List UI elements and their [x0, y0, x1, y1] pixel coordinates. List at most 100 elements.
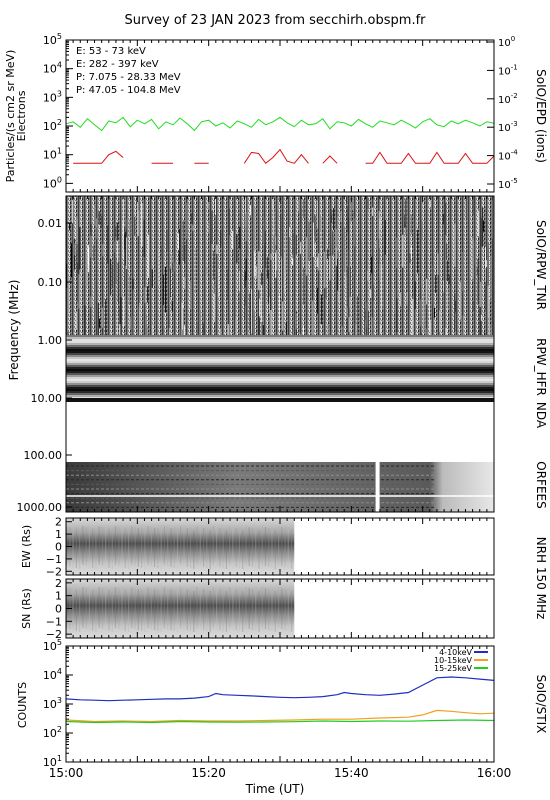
- tnr-streak: [115, 226, 117, 238]
- tnr-streak: [169, 268, 171, 298]
- tnr-streak: [90, 296, 92, 308]
- tnr-streak: [128, 276, 130, 305]
- tnr-streak: [446, 260, 448, 282]
- tnr-streak: [480, 320, 482, 335]
- nrh-ew-streak: [134, 527, 136, 566]
- tnr-streak: [279, 293, 280, 332]
- nrh-ew-streak: [235, 528, 237, 567]
- nrh-sn-streak: [75, 590, 77, 631]
- tnr-streak: [228, 208, 230, 236]
- epd-series-line: [73, 148, 495, 165]
- tnr-streak: [319, 214, 321, 232]
- nrh-ew-streak: [271, 529, 273, 568]
- tnr-streak: [253, 312, 255, 335]
- tnr-streak: [98, 211, 100, 225]
- nrh-ew-streak: [105, 528, 107, 567]
- tnr-streak: [490, 255, 492, 300]
- nrh-sn-streak: [203, 589, 205, 630]
- y-tick-label: 104: [43, 667, 62, 682]
- nrh-sn-streak: [287, 590, 289, 631]
- legend-entry: 10-15keV: [434, 656, 473, 665]
- tnr-streak: [96, 226, 98, 239]
- hfr-spectrogram: [66, 335, 494, 403]
- tnr-streak: [227, 269, 229, 300]
- nrh-sn-streak: [206, 590, 208, 631]
- hfr-band: [66, 369, 494, 371]
- nrh-sn-streak: [98, 587, 100, 628]
- tnr-streak: [213, 250, 215, 280]
- orfees-spectrogram: [66, 462, 494, 512]
- tnr-streak: [454, 293, 456, 331]
- hfr-band: [66, 357, 494, 359]
- tnr-streak: [125, 218, 127, 230]
- tnr-streak: [245, 272, 247, 306]
- nrh-sn-streak: [183, 588, 185, 629]
- tnr-streak: [280, 214, 282, 257]
- tnr-streak: [146, 325, 148, 335]
- tnr-streak: [180, 328, 182, 335]
- tnr-streak: [267, 270, 269, 304]
- nrh-ew-streak: [193, 530, 195, 569]
- nrh-sn-streak: [261, 587, 263, 628]
- stix-series-line: [65, 719, 495, 724]
- tnr-streak: [356, 296, 358, 335]
- nrh-ew-streak: [229, 526, 231, 565]
- legend-entry: E: 282 - 397 keV: [76, 59, 159, 70]
- nrh-sn-streak: [147, 587, 149, 628]
- nrh-ew-streak: [167, 527, 169, 566]
- tnr-streak: [337, 251, 339, 291]
- tnr-streak: [409, 253, 411, 263]
- tnr-streak: [220, 230, 222, 247]
- tnr-streak: [485, 285, 486, 311]
- tnr-streak: [346, 266, 348, 308]
- tnr-streak: [77, 263, 79, 302]
- tnr-streak: [147, 286, 149, 303]
- tnr-streak: [331, 215, 333, 223]
- nrh-ew-streak: [118, 527, 120, 566]
- tnr-streak: [378, 211, 380, 248]
- tnr-streak: [302, 325, 304, 335]
- x-tick-label: 15:00: [49, 766, 84, 780]
- tnr-streak: [79, 227, 81, 270]
- hfr-band: [66, 363, 494, 365]
- nrh-sn-streak: [108, 590, 110, 631]
- nrh-ew-streak: [225, 530, 227, 569]
- tnr-streak: [434, 308, 435, 318]
- nda-spectrogram: [66, 402, 494, 462]
- nrh-sn-streak: [160, 591, 162, 632]
- nrh-ew-streak: [79, 530, 81, 569]
- nrh-sn-streak: [180, 587, 182, 628]
- orfees-gap: [375, 462, 380, 512]
- tnr-streak: [195, 249, 196, 292]
- tnr-streak: [439, 310, 441, 332]
- tnr-streak: [227, 324, 229, 335]
- nrh-sn-streak: [144, 591, 146, 632]
- tnr-streak: [304, 274, 306, 286]
- tnr-streak: [211, 210, 213, 245]
- tnr-streak: [490, 326, 492, 335]
- nrh-sn-streak: [222, 590, 224, 631]
- tnr-streak: [261, 284, 263, 322]
- tnr-streak: [477, 210, 479, 236]
- y-tick-label: 1: [55, 590, 62, 603]
- tnr-streak: [454, 223, 456, 267]
- tnr-streak: [325, 287, 327, 299]
- nrh-ew-streak: [137, 528, 139, 567]
- nrh-ew-streak: [264, 527, 267, 566]
- hfr-band: [66, 383, 494, 385]
- tnr-streak: [465, 196, 467, 220]
- tnr-streak: [244, 271, 246, 288]
- hfr-band: [66, 371, 494, 373]
- tnr-streak: [485, 260, 487, 267]
- tnr-streak: [350, 196, 352, 222]
- tnr-streak: [147, 234, 149, 278]
- nrh-ew-streak: [101, 527, 104, 566]
- nrh-sn-streak: [193, 591, 195, 632]
- tnr-streak: [372, 207, 374, 216]
- y-tick-label: 102: [43, 118, 62, 133]
- legend-entry: P: 7.075 - 28.33 MeV: [76, 72, 181, 83]
- tnr-streak: [270, 287, 271, 314]
- tnr-streak: [164, 266, 166, 313]
- nrh-ew-streak: [287, 529, 289, 568]
